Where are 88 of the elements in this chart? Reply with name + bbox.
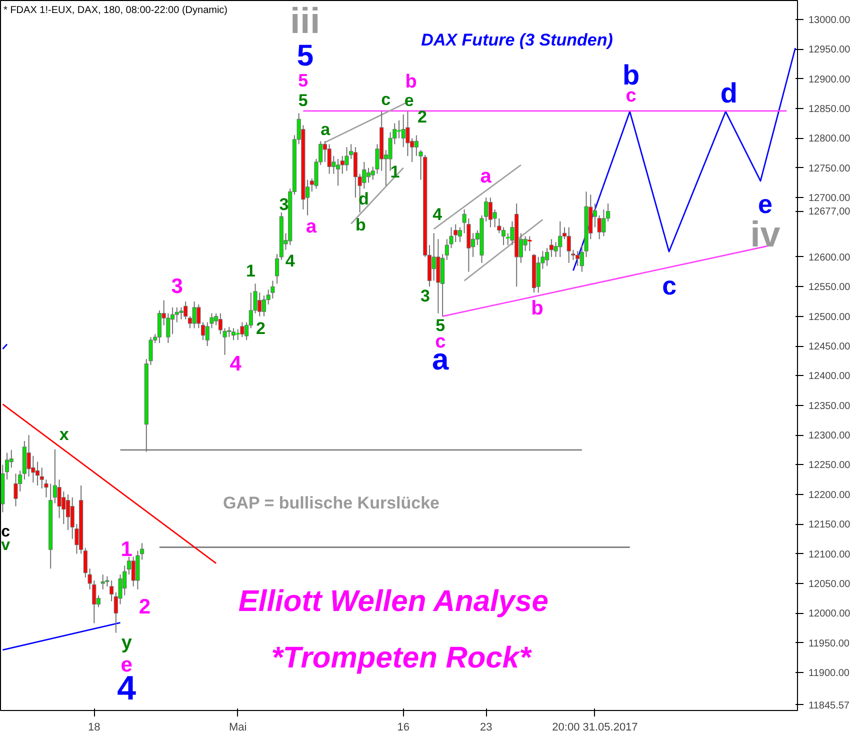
text: DAX Future (3 Stunden): [421, 30, 614, 50]
annotation: x: [59, 424, 70, 444]
y-tick-label: 12150.00: [808, 520, 851, 531]
y-tick-label: 12677,00: [808, 206, 851, 218]
annotation: 4: [432, 204, 443, 224]
annotation: b: [405, 71, 417, 92]
annotation: 2: [138, 596, 151, 619]
candlestick: [344, 146, 349, 172]
candlestick: [235, 328, 241, 341]
annotation: 5: [298, 70, 308, 90]
annotation: a: [480, 165, 492, 188]
y-tick-label: 12050.00: [808, 578, 851, 590]
y-tick-label: 12900.00: [808, 74, 851, 86]
y-tick-label: 12350.00: [808, 400, 851, 412]
y-tick-label: 11950.00: [808, 638, 850, 650]
y-tick-label: 12100.00: [808, 549, 851, 560]
line-series: [572, 47, 796, 272]
candlestick: [35, 461, 40, 486]
candlestick: [501, 226, 506, 246]
annotation: 5: [298, 90, 308, 110]
annotation: e: [404, 90, 414, 110]
annotation: iii: [290, 0, 320, 41]
chart-subtitle: * FDAX 1!-EUX, DAX, 180, 08:00-22:00 (Dynamic): [4, 4, 228, 16]
annotation: 4: [285, 252, 296, 271]
y-tick-label: 12700.00: [808, 193, 851, 204]
candlestick: [4, 452, 10, 480]
y-tick-label: 13000.00: [808, 14, 851, 26]
x-tick-label: 20:00 31.05.2017: [552, 722, 638, 734]
x-tick-label: 23: [480, 722, 492, 734]
candlestick: [157, 310, 162, 344]
annotation: c: [662, 270, 677, 300]
y-tick-label: 12450.00: [808, 342, 851, 352]
annotation: 1: [120, 538, 133, 562]
annotation: b: [531, 297, 544, 320]
candlestick: [231, 328, 236, 341]
y-tick-label: 12400.00: [808, 371, 851, 382]
candlestick: [14, 473, 18, 507]
candlestick: [179, 306, 184, 320]
candlestick: [200, 322, 206, 341]
candlestick: [396, 120, 402, 139]
candlestick: [336, 158, 340, 186]
annotation: GAP = bullische Kurslücke: [222, 493, 440, 512]
candlestick: [9, 449, 14, 468]
annotation: 4: [230, 352, 242, 376]
y-tick-label: 12800.00: [808, 134, 851, 145]
x-tick-label: 18: [88, 722, 100, 734]
annotation: Elliott Wellen Analyse: [238, 584, 548, 618]
annotation: c: [381, 90, 391, 110]
annotation: a: [320, 120, 331, 140]
annotation: 3: [420, 286, 430, 306]
annotation: *Trompeten Rock*: [271, 641, 532, 674]
candlestick: [240, 322, 244, 338]
candlestick: [366, 167, 371, 184]
y-tick-label: 12850.00: [808, 104, 851, 116]
annotation: a: [306, 216, 317, 238]
y-tick-label: 12300.00: [808, 430, 851, 442]
y-tick-label: 12000.00: [808, 608, 851, 620]
annotation: 2: [256, 319, 266, 338]
y-tick-label: 12250.00: [808, 460, 851, 472]
candlestick: [192, 300, 196, 329]
annotation: 3: [279, 195, 289, 214]
x-tick-label: 16: [397, 722, 410, 734]
candlestick: [327, 144, 332, 174]
candlestick: [458, 226, 462, 243]
candlestick: [262, 295, 266, 317]
candlestick: [66, 494, 70, 531]
candlestick: [170, 306, 175, 335]
annotation: 5: [296, 40, 314, 73]
y-tick-label: 12200.00: [808, 490, 851, 501]
y-tick-label: 12550.00: [808, 282, 851, 294]
annotation: 1: [390, 162, 400, 182]
y-tick-label: 12950.00: [808, 44, 851, 56]
annotation: y: [121, 632, 132, 654]
annotation: b: [355, 215, 366, 234]
y-tick-label: 12600.00: [808, 252, 851, 264]
candlestick: [275, 253, 280, 284]
annotation: 5: [436, 316, 446, 336]
annotation: 1: [246, 262, 256, 281]
y-tick-label: 11845.57: [808, 700, 850, 712]
annotation: 3: [171, 274, 183, 298]
y-tick-label: 12500.00: [808, 312, 851, 323]
y-tick-label: 12750.00: [808, 163, 851, 174]
y-tick-label: 11900.00: [808, 668, 850, 680]
x-tick-label: Mai: [228, 722, 247, 734]
annotation: d: [720, 77, 738, 108]
annotation: 2: [417, 108, 427, 127]
candlestick: [526, 236, 532, 252]
annotation: e: [120, 653, 132, 676]
